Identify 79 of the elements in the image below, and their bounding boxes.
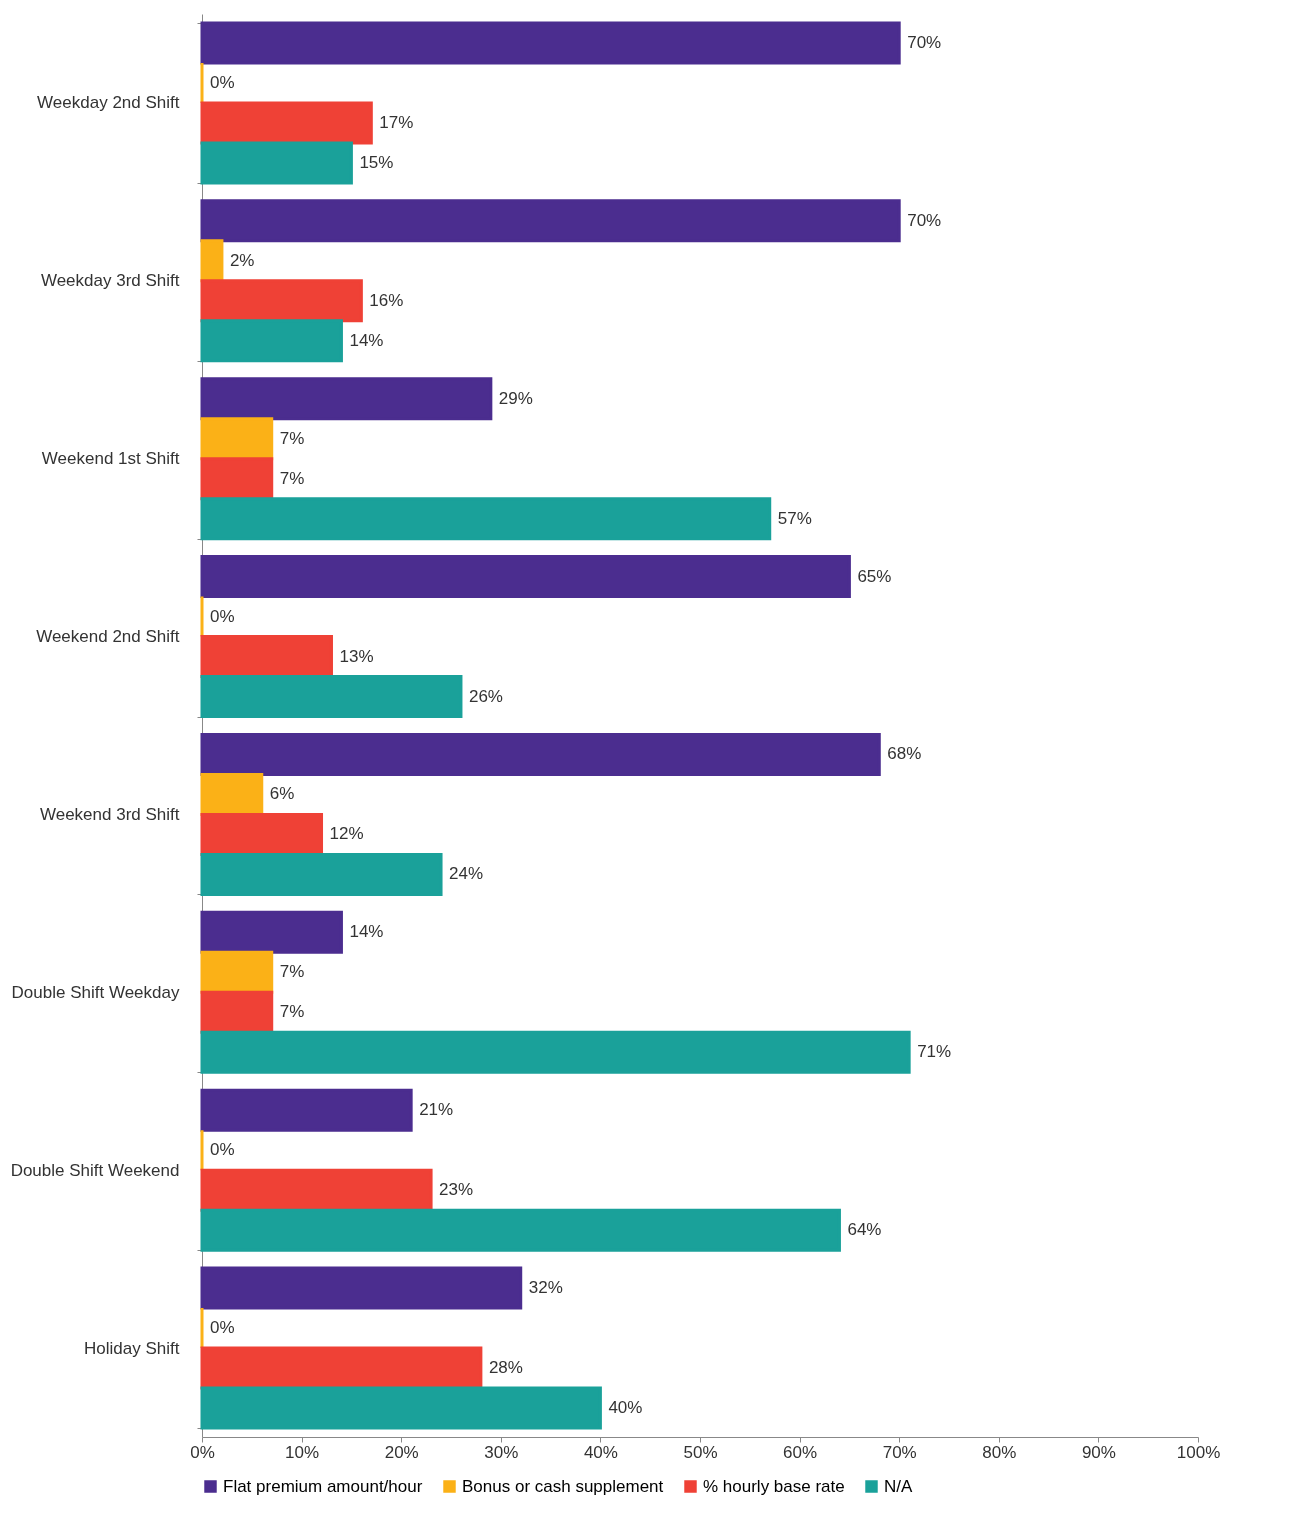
x-tick-label: 0% <box>190 1442 215 1462</box>
bar <box>200 279 363 323</box>
bar <box>200 910 343 954</box>
data-label: 15% <box>359 152 394 172</box>
x-tick-label: 70% <box>882 1442 917 1462</box>
data-label: 28% <box>488 1358 523 1378</box>
bar <box>200 1386 602 1430</box>
y-tick-label: Holiday Shift <box>84 1338 180 1358</box>
bar <box>200 1030 911 1074</box>
y-tick-label: Weekend 2nd Shift <box>36 627 180 647</box>
x-tick-label: 80% <box>982 1442 1017 1462</box>
y-tick-label: Weekday 3rd Shift <box>40 271 180 291</box>
x-tick-label: 10% <box>285 1442 320 1462</box>
legend-label: N/A <box>884 1476 913 1496</box>
data-label: 2% <box>229 250 255 270</box>
x-tick-label: 60% <box>783 1442 818 1462</box>
data-label: 71% <box>917 1042 952 1062</box>
bar <box>200 101 373 145</box>
data-label: 70% <box>907 32 942 52</box>
data-label: 17% <box>379 112 414 132</box>
x-tick-label: 90% <box>1081 1442 1116 1462</box>
data-label: 24% <box>449 864 484 884</box>
bar <box>200 1168 433 1212</box>
bar <box>200 732 881 776</box>
data-label: 29% <box>498 388 533 408</box>
data-label: 21% <box>419 1100 454 1120</box>
bar <box>200 141 353 185</box>
y-tick-label: Double Shift Weekend <box>10 1160 180 1180</box>
x-tick-label: 50% <box>683 1442 718 1462</box>
bar <box>200 950 274 994</box>
data-label: 14% <box>349 330 384 350</box>
data-label: 0% <box>210 1140 235 1160</box>
data-label: 13% <box>339 646 374 666</box>
bar <box>200 812 324 856</box>
data-label: 0% <box>210 72 235 92</box>
bar <box>200 1346 483 1390</box>
bar <box>200 852 443 896</box>
bar <box>200 319 343 363</box>
y-tick-label: Weekday 2nd Shift <box>37 93 180 113</box>
legend-label: Flat premium amount/hour <box>223 1476 423 1496</box>
y-tick-label: Double Shift Weekday <box>11 982 180 1002</box>
y-tick-label: Weekend 3rd Shift <box>39 804 180 824</box>
bar <box>200 772 264 816</box>
data-label: 7% <box>279 428 305 448</box>
data-label: 7% <box>279 1002 305 1022</box>
data-label: 65% <box>857 566 892 586</box>
data-label: 6% <box>269 784 295 804</box>
bar <box>200 21 901 65</box>
bar <box>200 675 463 719</box>
data-label: 40% <box>608 1398 643 1418</box>
data-label: 70% <box>907 210 942 230</box>
bar <box>200 1208 841 1252</box>
data-label: 68% <box>887 744 922 764</box>
bar <box>200 377 493 421</box>
bar <box>200 1266 523 1310</box>
bar <box>200 555 851 599</box>
data-label: 64% <box>847 1220 882 1240</box>
data-label: 14% <box>349 922 384 942</box>
bar <box>200 1088 413 1132</box>
x-tick-label: 30% <box>484 1442 519 1462</box>
legend-label: Bonus or cash supplement <box>462 1476 664 1496</box>
data-label: 26% <box>468 686 503 706</box>
data-label: 0% <box>210 606 235 626</box>
y-tick-label: Weekend 1st Shift <box>41 449 180 469</box>
data-label: 23% <box>439 1180 474 1200</box>
x-tick-label: 40% <box>583 1442 618 1462</box>
data-label: 16% <box>369 290 404 310</box>
bar <box>200 497 772 541</box>
data-label: 7% <box>279 468 305 488</box>
data-label: 7% <box>279 962 305 982</box>
bar <box>200 199 901 243</box>
legend-label: % hourly base rate <box>703 1476 845 1496</box>
x-tick-label: 20% <box>384 1442 419 1462</box>
data-label: 0% <box>210 1318 235 1338</box>
data-label: 57% <box>777 508 812 528</box>
x-tick-label: 100% <box>1176 1442 1221 1462</box>
bar <box>200 990 274 1034</box>
data-label: 12% <box>329 824 364 844</box>
data-label: 32% <box>528 1278 563 1298</box>
